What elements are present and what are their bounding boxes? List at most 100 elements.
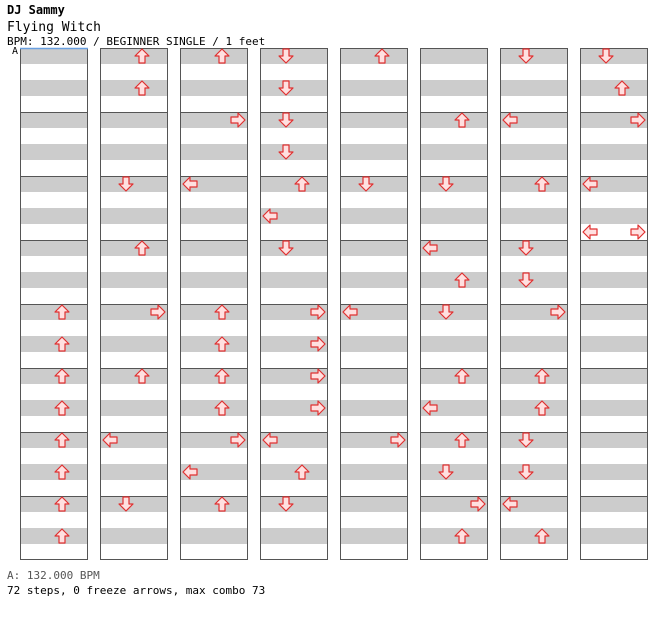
column-frame xyxy=(260,48,328,560)
beat-stripe xyxy=(180,528,248,544)
bpm-marker-label: A xyxy=(12,46,19,57)
beat-stripe xyxy=(260,112,328,128)
beat-stripe xyxy=(420,368,488,384)
beat-stripe xyxy=(100,528,168,544)
step-arrow-up xyxy=(134,80,150,96)
step-arrow-up xyxy=(294,464,310,480)
beat-stripe xyxy=(340,400,408,416)
chart-column xyxy=(180,48,248,560)
beat-stripe xyxy=(340,176,408,192)
beat-stripe xyxy=(100,432,168,448)
chart-column xyxy=(420,48,488,560)
step-arrow-up xyxy=(294,176,310,192)
beat-stripe xyxy=(420,48,488,64)
column-frame xyxy=(420,48,488,560)
beat-stripe xyxy=(100,464,168,480)
step-arrow-right xyxy=(310,336,326,352)
beat-stripe xyxy=(500,272,568,288)
beat-stripe xyxy=(420,304,488,320)
beat-stripe xyxy=(20,176,88,192)
artist-name: DJ Sammy xyxy=(7,3,65,17)
beat-stripe xyxy=(20,464,88,480)
step-arrow-up xyxy=(214,400,230,416)
step-arrow-down xyxy=(518,272,534,288)
step-arrow-down xyxy=(118,176,134,192)
beat-stripe xyxy=(340,368,408,384)
beat-stripe xyxy=(260,368,328,384)
beat-stripe xyxy=(180,48,248,64)
beat-stripe xyxy=(580,368,648,384)
beat-stripe xyxy=(420,336,488,352)
step-arrow-left xyxy=(342,304,358,320)
step-arrow-down xyxy=(518,432,534,448)
step-arrow-left xyxy=(422,240,438,256)
beat-stripe xyxy=(20,240,88,256)
beat-stripe xyxy=(580,496,648,512)
column-frame xyxy=(180,48,248,560)
beat-stripe xyxy=(420,144,488,160)
beat-stripe xyxy=(500,400,568,416)
beat-stripe xyxy=(500,304,568,320)
step-arrow-left xyxy=(182,176,198,192)
beat-stripe xyxy=(100,272,168,288)
beat-stripe xyxy=(340,48,408,64)
song-title: Flying Witch xyxy=(7,20,101,35)
beat-stripe xyxy=(20,304,88,320)
step-arrow-left xyxy=(182,464,198,480)
chart-column xyxy=(100,48,168,560)
chart-column xyxy=(20,48,88,560)
step-arrow-right xyxy=(150,304,166,320)
beat-stripe xyxy=(420,112,488,128)
beat-stripe xyxy=(340,304,408,320)
step-arrow-left xyxy=(422,400,438,416)
chart-column xyxy=(340,48,408,560)
step-arrow-down xyxy=(118,496,134,512)
beat-stripe xyxy=(580,240,648,256)
beat-stripe xyxy=(260,240,328,256)
step-arrow-right xyxy=(310,400,326,416)
beat-stripe xyxy=(180,304,248,320)
beat-stripe xyxy=(580,304,648,320)
step-arrow-down xyxy=(518,240,534,256)
beat-stripe xyxy=(20,48,88,64)
beat-stripe xyxy=(260,400,328,416)
beat-stripe xyxy=(100,48,168,64)
step-arrow-up xyxy=(534,400,550,416)
beat-stripe xyxy=(260,528,328,544)
beat-stripe xyxy=(20,528,88,544)
beat-stripe xyxy=(580,112,648,128)
step-arrow-up xyxy=(454,368,470,384)
beat-stripe xyxy=(340,112,408,128)
column-frame xyxy=(340,48,408,560)
step-arrow-up xyxy=(134,368,150,384)
beat-stripe xyxy=(340,208,408,224)
beat-stripe xyxy=(500,496,568,512)
beat-stripe xyxy=(100,400,168,416)
step-arrow-up xyxy=(374,48,390,64)
beat-stripe xyxy=(420,400,488,416)
beat-stripe xyxy=(180,368,248,384)
beat-stripe xyxy=(100,304,168,320)
beat-stripe xyxy=(20,80,88,96)
beat-stripe xyxy=(180,144,248,160)
step-arrow-up xyxy=(214,496,230,512)
beat-stripe xyxy=(340,496,408,512)
step-arrow-up xyxy=(54,400,70,416)
beat-stripe xyxy=(420,208,488,224)
step-arrow-right xyxy=(230,432,246,448)
beat-stripe xyxy=(20,272,88,288)
step-arrow-up xyxy=(134,240,150,256)
step-arrow-down xyxy=(358,176,374,192)
step-arrow-right xyxy=(310,368,326,384)
step-arrow-up xyxy=(214,48,230,64)
beat-stripe xyxy=(100,368,168,384)
beat-stripe xyxy=(100,176,168,192)
beat-stripe xyxy=(420,432,488,448)
beat-stripe xyxy=(20,144,88,160)
beat-stripe xyxy=(260,304,328,320)
beat-stripe xyxy=(420,80,488,96)
step-arrow-down xyxy=(278,240,294,256)
beat-stripe xyxy=(20,112,88,128)
beat-stripe xyxy=(180,336,248,352)
beat-stripe xyxy=(180,400,248,416)
